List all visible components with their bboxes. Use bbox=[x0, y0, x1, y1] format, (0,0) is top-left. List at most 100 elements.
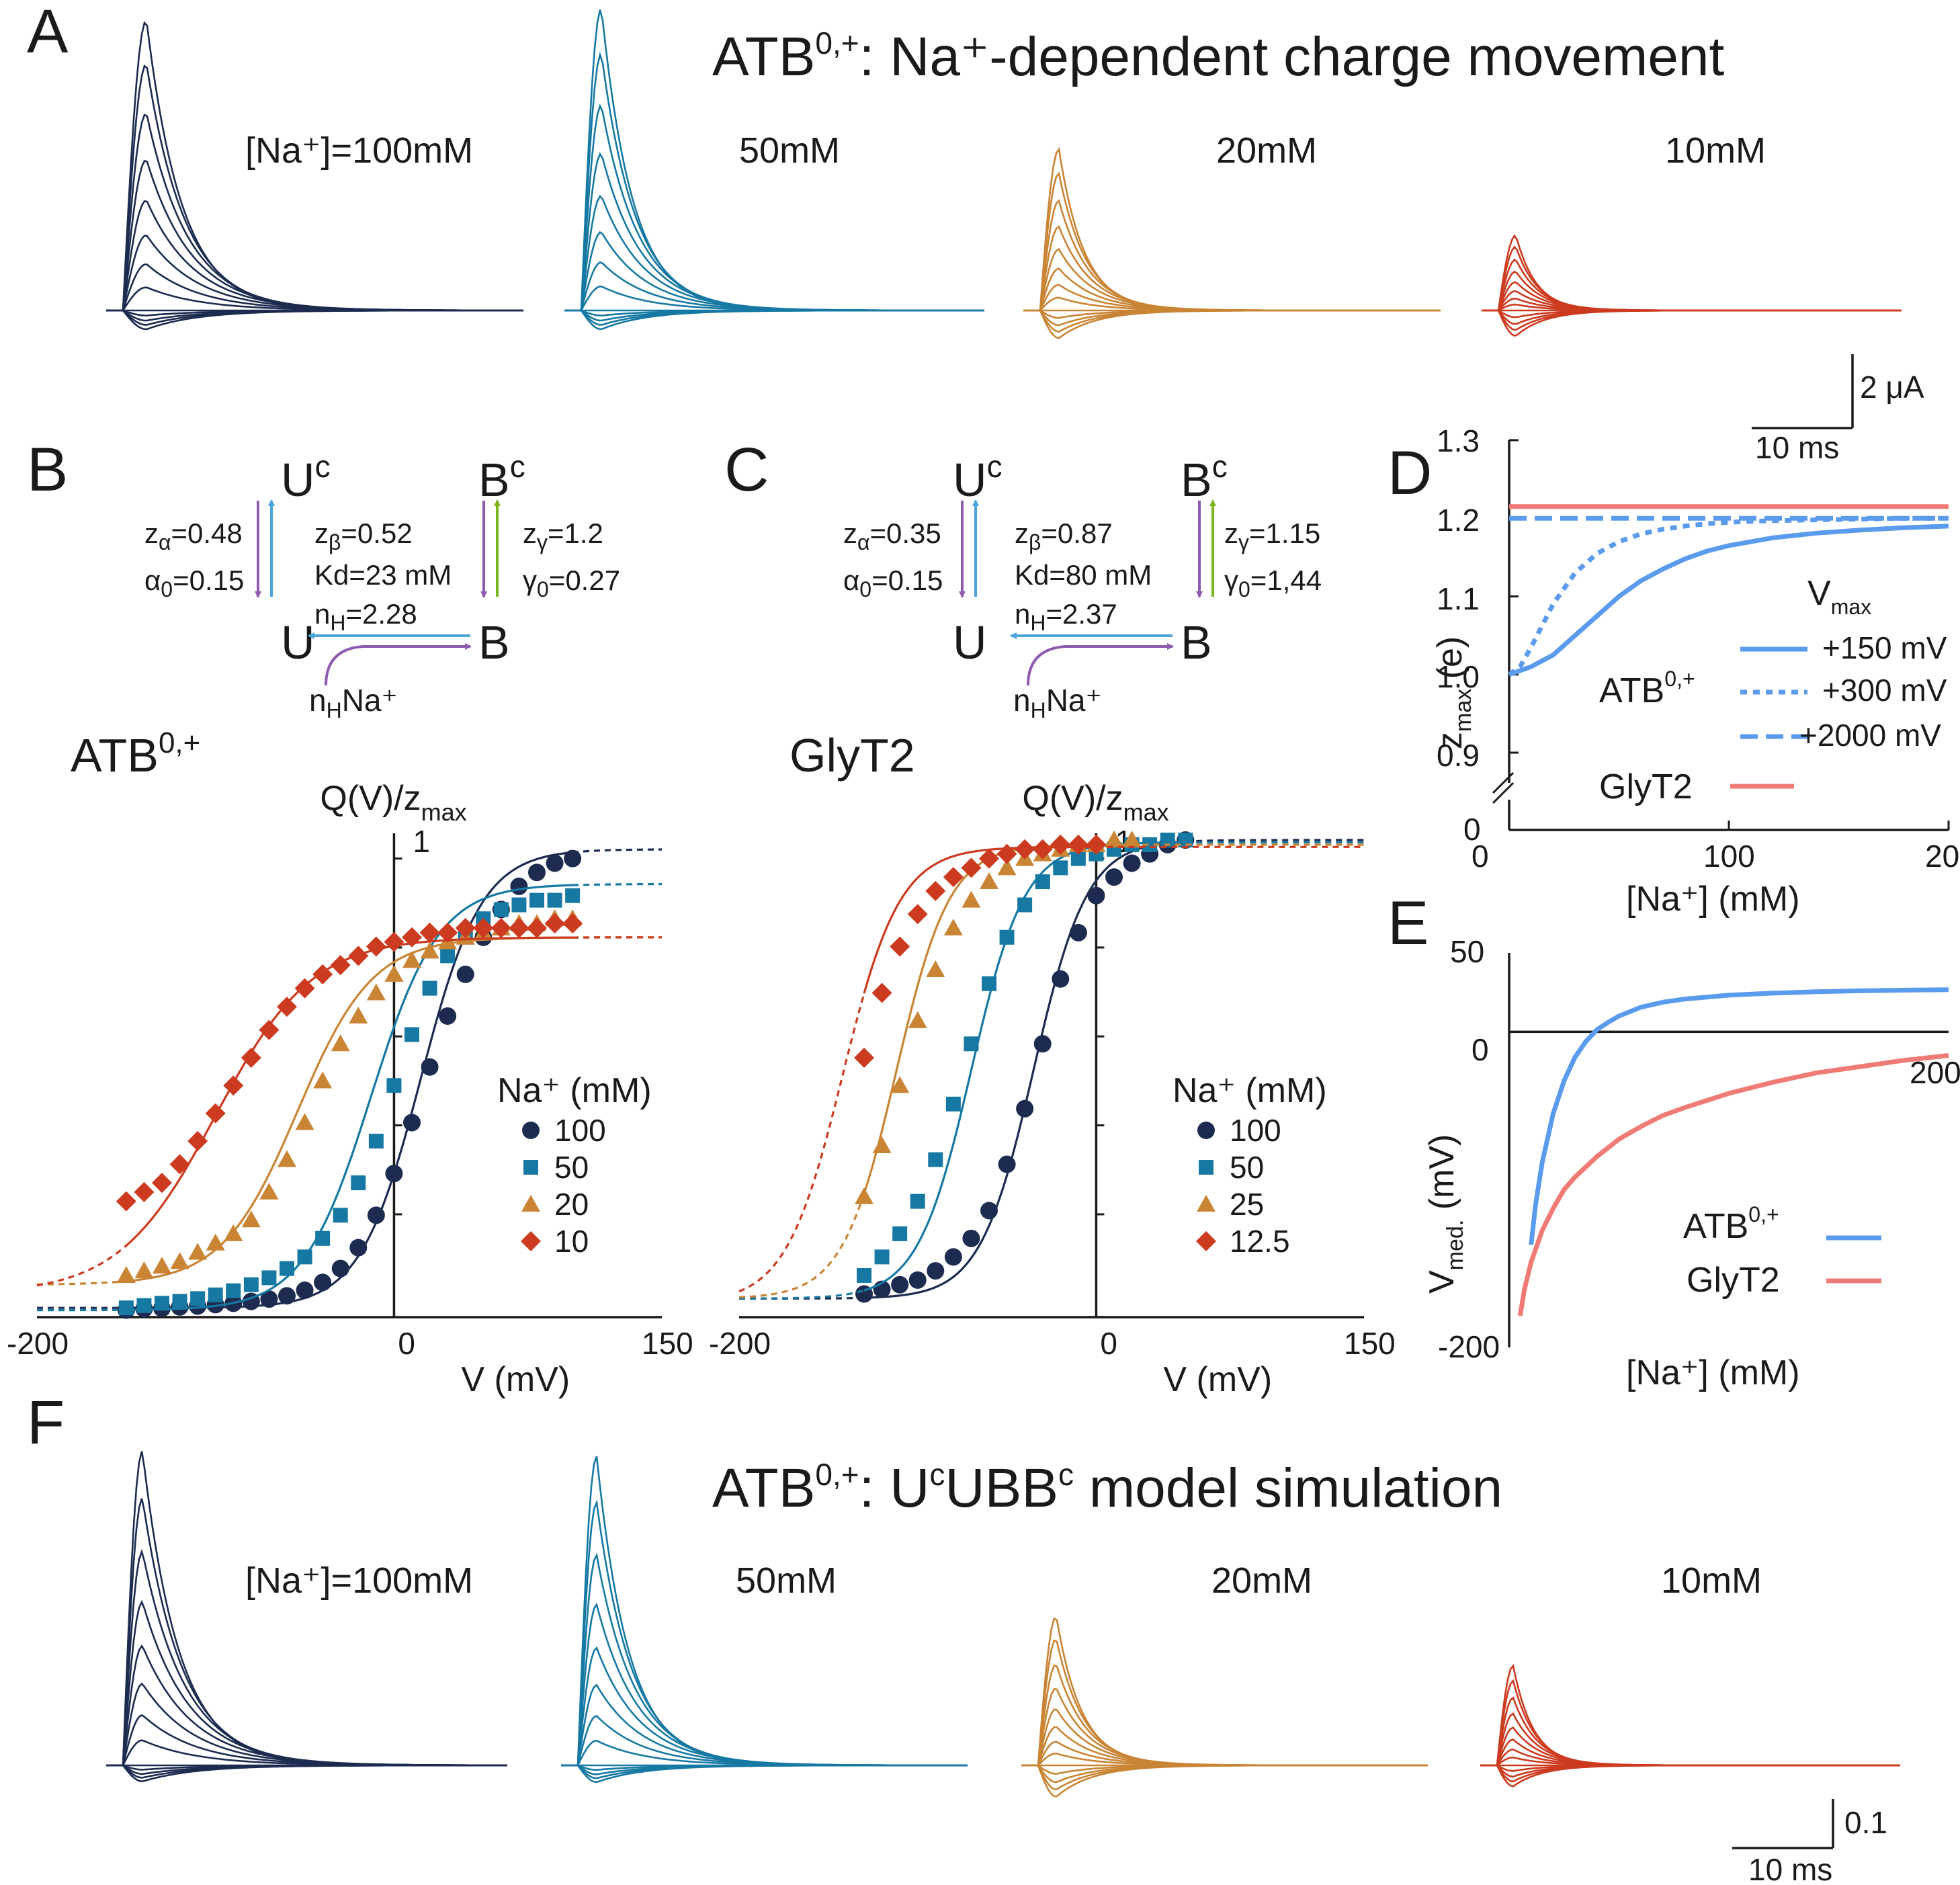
data-point bbox=[333, 1208, 348, 1223]
legend-glyt2-e: GlyT2 bbox=[1687, 1261, 1780, 1300]
state-u-c: U bbox=[953, 616, 987, 669]
svg-text:zβ=0.52: zβ=0.52 bbox=[314, 517, 413, 554]
zmax-plot bbox=[1492, 439, 1950, 831]
current-trace bbox=[1480, 1696, 1900, 1767]
data-point bbox=[297, 1249, 312, 1265]
x-tick-label: 150 bbox=[1344, 1326, 1396, 1361]
y-axis-label: Q(V)/zmax bbox=[1022, 779, 1168, 826]
transporter-label-b: ATB0,+ bbox=[71, 726, 200, 782]
svg-text:γ0=0.27: γ0=0.27 bbox=[523, 564, 620, 601]
fit-extrapolation bbox=[1185, 839, 1364, 843]
data-point bbox=[511, 897, 527, 913]
state-b-c: B bbox=[1181, 616, 1212, 669]
data-point bbox=[527, 917, 547, 938]
data-point bbox=[313, 1071, 333, 1089]
panel-a-current-traces bbox=[106, 9, 1902, 339]
data-point bbox=[349, 1006, 368, 1023]
data-point bbox=[116, 1191, 136, 1212]
y-axis-label: Q(V)/zmax bbox=[320, 779, 466, 826]
panel-label-c: C bbox=[724, 435, 769, 504]
data-point bbox=[384, 964, 404, 982]
fit-extrapolation bbox=[572, 848, 663, 853]
data-point bbox=[997, 858, 1017, 876]
data-point bbox=[153, 1257, 171, 1274]
data-point bbox=[528, 864, 546, 882]
data-point bbox=[136, 1298, 152, 1313]
panel-f-simulated-traces bbox=[106, 1451, 1900, 1798]
state-uc-c: Uc bbox=[953, 449, 1003, 506]
trace-group-2 bbox=[1023, 146, 1441, 339]
data-point bbox=[872, 1136, 892, 1153]
legend-2000: +2000 mV bbox=[1799, 718, 1941, 753]
x-tick-label: -200 bbox=[709, 1326, 771, 1361]
data-point bbox=[926, 960, 945, 978]
data-point bbox=[241, 1210, 261, 1228]
data-point bbox=[547, 892, 562, 908]
trace-group-1 bbox=[564, 9, 984, 331]
svg-text:nH=2.37: nH=2.37 bbox=[1015, 598, 1117, 635]
svg-text:nHNa⁺: nHNa⁺ bbox=[1013, 683, 1102, 722]
data-point bbox=[962, 1229, 980, 1247]
axis-break bbox=[1492, 782, 1515, 804]
data-point bbox=[367, 1206, 385, 1224]
panel-label-a: A bbox=[27, 0, 69, 66]
data-point bbox=[386, 1078, 402, 1093]
current-trace bbox=[564, 285, 984, 312]
data-point bbox=[1122, 831, 1142, 847]
data-point bbox=[1105, 831, 1123, 847]
state-uc: Uc bbox=[281, 449, 331, 506]
scalebar-f: 0.1 10 ms bbox=[1732, 1799, 1887, 1885]
current-trace bbox=[564, 261, 984, 312]
current-trace bbox=[1482, 309, 1902, 337]
series-line bbox=[1508, 523, 1949, 677]
current-trace bbox=[1021, 1753, 1428, 1767]
data-point bbox=[223, 1075, 244, 1096]
data-point bbox=[854, 1047, 874, 1068]
legend-atb-e: ATB0,+ bbox=[1683, 1202, 1779, 1246]
trace-group-3 bbox=[1480, 1664, 1900, 1788]
data-point bbox=[420, 941, 439, 959]
data-point bbox=[491, 917, 511, 938]
data-point bbox=[943, 867, 964, 888]
data-point bbox=[945, 1096, 961, 1112]
current-trace bbox=[1023, 146, 1441, 312]
state-bc-c: Bc bbox=[1181, 449, 1228, 506]
vmed-plot bbox=[1508, 953, 1949, 1347]
x-tick-label: -200 bbox=[7, 1326, 69, 1361]
current-trace bbox=[1480, 1712, 1900, 1767]
fit-extrapolation bbox=[36, 1280, 127, 1286]
data-point bbox=[295, 1113, 314, 1130]
svg-text:0: 0 bbox=[1472, 839, 1489, 874]
current-trace bbox=[106, 1682, 507, 1767]
current-trace bbox=[561, 1714, 968, 1767]
scalebar-f-x-label: 10 ms bbox=[1748, 1852, 1832, 1885]
data-point bbox=[243, 1277, 259, 1292]
legend-entry: 100 bbox=[554, 1113, 606, 1148]
state-bc: Bc bbox=[478, 449, 525, 506]
svg-text:200: 200 bbox=[1910, 1055, 1960, 1090]
data-point bbox=[206, 1233, 225, 1251]
svg-text:0: 0 bbox=[1463, 812, 1481, 847]
data-point bbox=[1070, 851, 1086, 866]
data-point bbox=[172, 1294, 187, 1309]
data-point bbox=[546, 854, 564, 872]
data-point bbox=[1052, 970, 1070, 988]
data-point bbox=[455, 917, 476, 938]
data-point bbox=[982, 976, 996, 991]
data-point bbox=[565, 888, 581, 903]
data-point bbox=[419, 922, 440, 943]
conc-label-100: [Na⁺]=100mM bbox=[245, 130, 473, 171]
axis-break bbox=[1492, 771, 1515, 794]
state-b: B bbox=[478, 616, 510, 669]
legend-entry: 12.5 bbox=[1230, 1224, 1290, 1259]
data-point bbox=[522, 1122, 540, 1139]
fit-extrapolation bbox=[739, 1289, 865, 1300]
legend-entry: 25 bbox=[1230, 1187, 1264, 1222]
data-point bbox=[871, 982, 892, 1003]
y-tick-label: 1 bbox=[413, 824, 430, 859]
current-trace bbox=[1480, 1764, 1900, 1788]
panel-d-legend-title: Vmax bbox=[1807, 574, 1871, 619]
series-line bbox=[1517, 1053, 1949, 1316]
qv-plot-atb: -200 0 150 1 V (mV) Q(V)/zmax Na⁺ (mM)10050201… bbox=[7, 779, 693, 1399]
